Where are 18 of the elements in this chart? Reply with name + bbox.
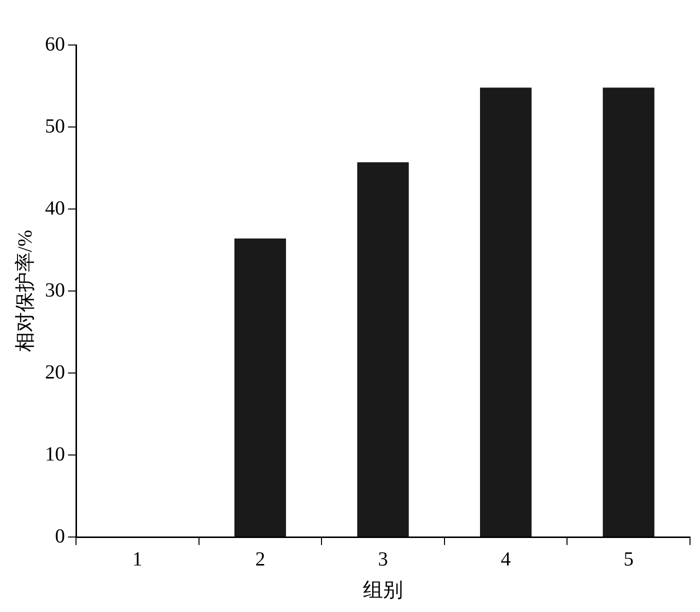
y-tick-label: 60	[45, 33, 65, 56]
y-tick-label: 50	[45, 115, 65, 138]
bar	[602, 88, 654, 536]
y-tick-label: 0	[55, 525, 65, 548]
x-tick-label: 2	[255, 548, 266, 570]
x-tick-label: 3	[378, 548, 388, 570]
bar	[357, 162, 409, 536]
x-axis-title: 组别	[363, 579, 403, 602]
x-tick-label: 1	[132, 548, 142, 570]
y-tick-label: 30	[45, 279, 65, 302]
x-tick-label: 4	[500, 548, 511, 570]
y-axis-title: 相对保护率/%	[14, 230, 36, 352]
y-tick-label: 20	[45, 361, 65, 384]
x-tick-label: 5	[624, 548, 634, 570]
bar	[234, 238, 286, 536]
y-tick-label: 10	[45, 443, 65, 466]
y-tick-label: 40	[45, 197, 65, 220]
bar	[480, 88, 532, 536]
